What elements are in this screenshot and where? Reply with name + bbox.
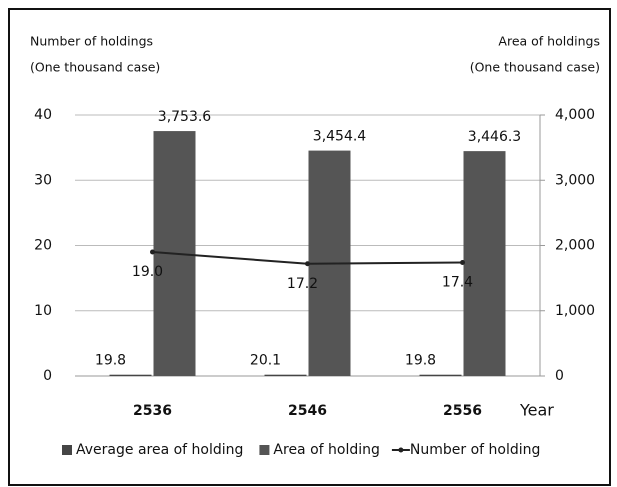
value-label: 3,446.3 [468, 129, 521, 145]
legend-swatch [62, 445, 72, 455]
value-label: 3,454.4 [313, 129, 367, 145]
y-tick-label: 30 [34, 172, 52, 188]
y-axis-title: Number of holdings [30, 34, 153, 49]
y2-tick-label: 0 [555, 368, 564, 384]
y-tick-label: 40 [34, 107, 52, 123]
value-label: 3,753.6 [158, 109, 212, 125]
y-tick-label: 20 [34, 238, 52, 254]
value-label: 19.0 [132, 264, 163, 280]
line-marker [460, 259, 465, 265]
value-label: 17.4 [442, 274, 473, 290]
y2-tick-label: 4,000 [555, 107, 595, 123]
value-label: 17.2 [287, 276, 318, 292]
x-axis-title: Year [519, 401, 554, 420]
value-label: 19.8 [405, 353, 436, 369]
legend-swatch [398, 447, 404, 453]
y2-axis-subtitle: (One thousand case) [470, 60, 600, 75]
value-label: 19.8 [95, 353, 126, 369]
y2-tick-label: 1,000 [555, 303, 595, 319]
legend-label: Average area of holding [76, 442, 243, 458]
y2-tick-label: 2,000 [555, 238, 595, 254]
y-axis-subtitle: (One thousand case) [30, 60, 160, 75]
y-tick-label: 0 [43, 368, 52, 384]
bar [419, 374, 462, 376]
x-tick-label: 2536 [133, 403, 172, 419]
legend-label: Area of holding [273, 442, 379, 458]
line-marker [150, 249, 155, 255]
line-marker [305, 261, 310, 267]
x-tick-label: 2546 [288, 403, 327, 419]
legend-label: Number of holding [410, 442, 541, 458]
bar [264, 374, 307, 376]
bar [109, 374, 152, 376]
x-tick-label: 2556 [443, 403, 482, 419]
legend-swatch [259, 445, 270, 455]
y2-tick-label: 3,000 [555, 172, 595, 188]
bar [463, 151, 506, 376]
y-tick-label: 10 [34, 303, 52, 319]
y2-axis-title: Area of holdings [498, 34, 600, 49]
value-label: 20.1 [250, 353, 281, 369]
